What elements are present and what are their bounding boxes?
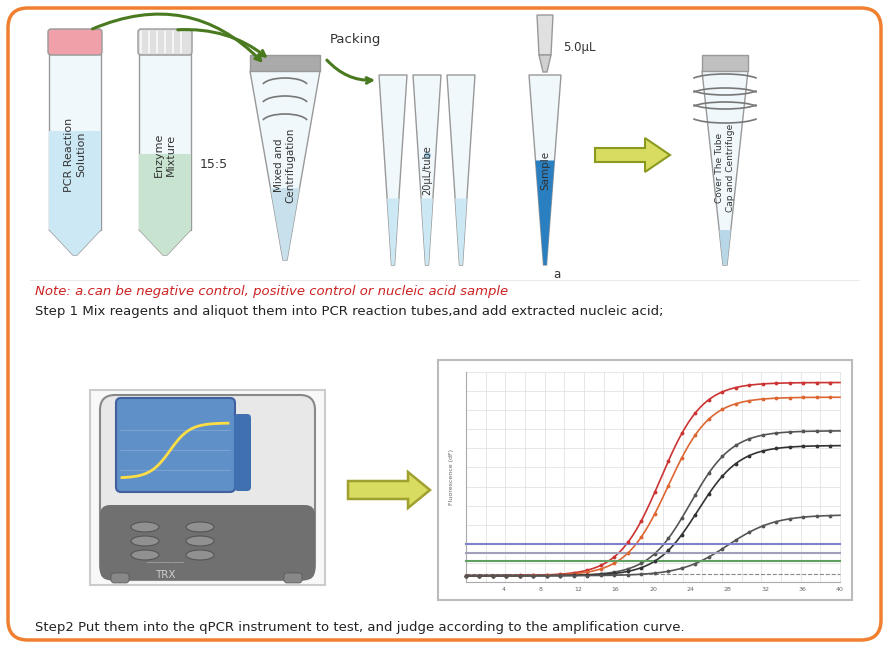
Polygon shape bbox=[595, 138, 670, 172]
Text: 16: 16 bbox=[612, 587, 620, 592]
Polygon shape bbox=[421, 198, 433, 265]
Bar bbox=[250, 55, 320, 71]
FancyBboxPatch shape bbox=[234, 414, 251, 491]
Text: 36: 36 bbox=[798, 587, 806, 592]
Text: Enzyme
Mixture: Enzyme Mixture bbox=[154, 132, 176, 177]
Polygon shape bbox=[139, 229, 191, 255]
Text: Sample: Sample bbox=[540, 150, 550, 190]
Text: 15:5: 15:5 bbox=[200, 159, 228, 172]
Bar bbox=[49, 132, 101, 229]
Polygon shape bbox=[250, 71, 320, 260]
FancyBboxPatch shape bbox=[8, 8, 881, 640]
Text: TRX: TRX bbox=[155, 570, 175, 580]
Text: Note: a.can be negative control, positive control or nucleic acid sample: Note: a.can be negative control, positiv… bbox=[35, 286, 509, 299]
Text: Mixed and
Centrifugation: Mixed and Centrifugation bbox=[274, 128, 296, 203]
Polygon shape bbox=[537, 15, 553, 55]
Polygon shape bbox=[455, 198, 467, 265]
Text: a: a bbox=[553, 268, 560, 281]
Polygon shape bbox=[379, 75, 407, 265]
FancyBboxPatch shape bbox=[100, 505, 315, 580]
Text: 4: 4 bbox=[501, 587, 506, 592]
Polygon shape bbox=[719, 230, 731, 265]
Text: 20: 20 bbox=[649, 587, 657, 592]
Text: 5.0µL: 5.0µL bbox=[563, 41, 596, 54]
Polygon shape bbox=[535, 161, 555, 265]
Text: 32: 32 bbox=[761, 587, 769, 592]
Polygon shape bbox=[270, 188, 300, 260]
Polygon shape bbox=[387, 198, 399, 265]
Text: PCR Reaction
Solution: PCR Reaction Solution bbox=[64, 117, 86, 192]
Ellipse shape bbox=[131, 550, 159, 560]
Polygon shape bbox=[139, 229, 191, 255]
Text: Packing: Packing bbox=[329, 34, 380, 47]
Ellipse shape bbox=[186, 522, 214, 532]
Bar bbox=[139, 54, 191, 229]
Polygon shape bbox=[49, 229, 101, 255]
Ellipse shape bbox=[186, 536, 214, 546]
Text: 24: 24 bbox=[686, 587, 694, 592]
Text: 40: 40 bbox=[836, 587, 844, 592]
Ellipse shape bbox=[131, 522, 159, 532]
Polygon shape bbox=[702, 71, 748, 265]
Bar bbox=[438, 360, 852, 600]
FancyBboxPatch shape bbox=[48, 29, 102, 55]
Text: 20µL/tube: 20µL/tube bbox=[422, 145, 432, 195]
FancyBboxPatch shape bbox=[138, 29, 192, 55]
Polygon shape bbox=[49, 229, 101, 255]
Polygon shape bbox=[348, 472, 430, 508]
Polygon shape bbox=[539, 55, 551, 72]
FancyBboxPatch shape bbox=[111, 573, 129, 583]
Ellipse shape bbox=[131, 536, 159, 546]
Text: Fluorescence (dF): Fluorescence (dF) bbox=[448, 449, 453, 505]
Text: 12: 12 bbox=[574, 587, 582, 592]
Bar bbox=[702, 55, 748, 71]
Polygon shape bbox=[529, 75, 561, 265]
Ellipse shape bbox=[186, 550, 214, 560]
FancyBboxPatch shape bbox=[100, 395, 315, 580]
Bar bbox=[49, 54, 101, 229]
FancyBboxPatch shape bbox=[284, 573, 302, 583]
Text: Cover The Tube
Cap and Centrifuge: Cover The Tube Cap and Centrifuge bbox=[716, 124, 734, 212]
Bar bbox=[90, 390, 325, 585]
Polygon shape bbox=[413, 75, 441, 265]
Text: ─────────: ───────── bbox=[146, 560, 184, 566]
Bar bbox=[139, 154, 191, 229]
Text: 8: 8 bbox=[539, 587, 543, 592]
FancyBboxPatch shape bbox=[116, 398, 235, 492]
Text: 28: 28 bbox=[724, 587, 732, 592]
Text: Step 1 Mix reagents and aliquot them into PCR reaction tubes,and add extracted n: Step 1 Mix reagents and aliquot them int… bbox=[35, 305, 663, 319]
Polygon shape bbox=[447, 75, 475, 265]
Text: Step2 Put them into the qPCR instrument to test, and judge according to the ampl: Step2 Put them into the qPCR instrument … bbox=[35, 621, 685, 634]
